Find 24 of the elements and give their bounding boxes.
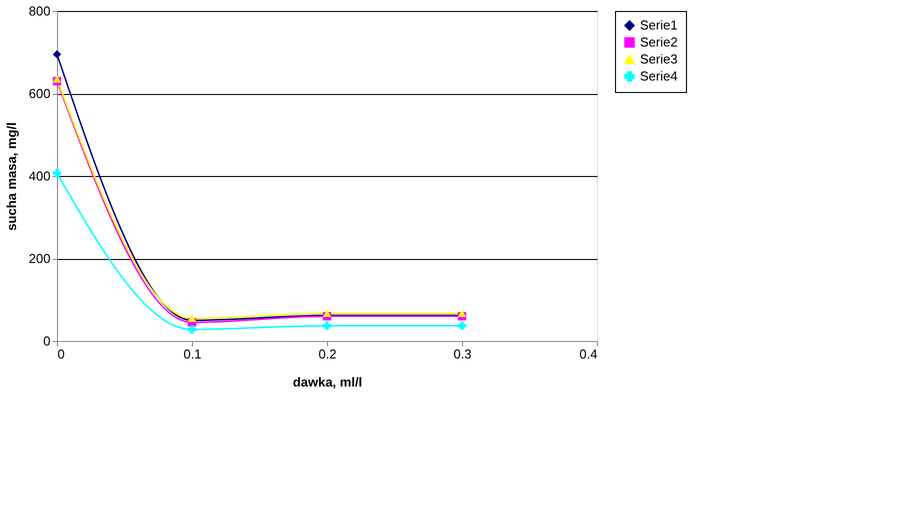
x-tick-label: 0.4 (579, 346, 598, 362)
legend-label: Serie1 (640, 18, 678, 32)
y-tick-label: 200 (28, 251, 50, 266)
y-tick-label: 800 (28, 4, 50, 18)
point (322, 310, 332, 317)
y-tick-label: 600 (28, 86, 50, 101)
legend-label: Serie4 (640, 68, 678, 84)
x-tick-label: 0.1 (183, 346, 202, 362)
x-tick-label: 0.2 (318, 346, 337, 362)
point (52, 50, 62, 58)
legend-label: Serie2 (640, 34, 678, 50)
point (188, 314, 196, 322)
x-tick-label: 0 (58, 346, 65, 362)
y-tick-label: 400 (28, 168, 50, 184)
x-tick-label: 0.3 (453, 346, 472, 362)
point (458, 322, 466, 330)
y-axis-title: sucha masa, mg/l (4, 122, 19, 231)
x-axis-title: dawka, ml/l (292, 374, 362, 390)
point (52, 75, 62, 83)
legend-label: Serie3 (640, 52, 678, 66)
point (322, 322, 332, 330)
y-tick-label: 0 (43, 334, 50, 348)
point (52, 168, 62, 178)
point (458, 310, 466, 317)
